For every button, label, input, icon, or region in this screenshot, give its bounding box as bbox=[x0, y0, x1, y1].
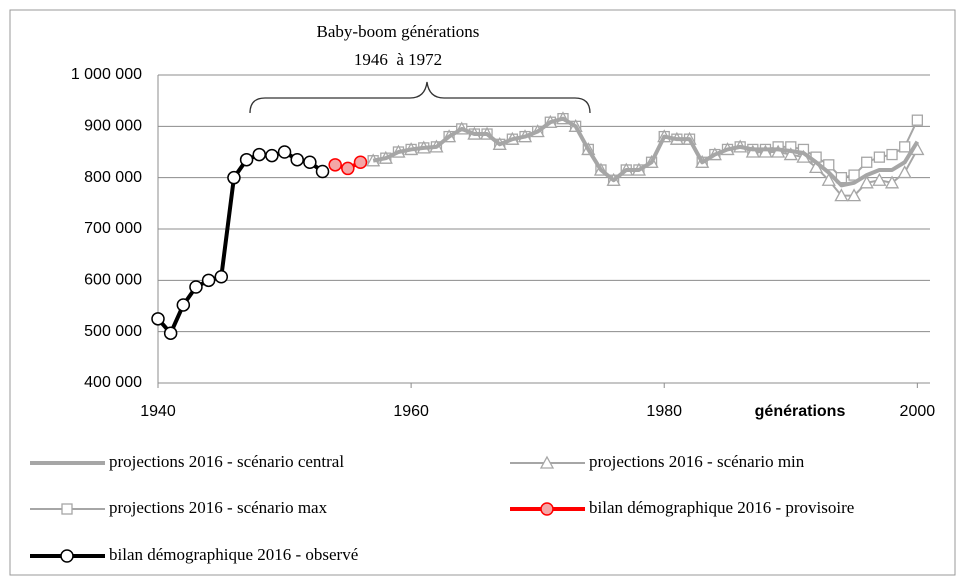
y-tick-label: 900 000 bbox=[84, 118, 142, 135]
data-point bbox=[214, 269, 229, 284]
legend-label: bilan démographique 2016 - provisoire bbox=[589, 498, 854, 517]
data-point bbox=[303, 155, 317, 170]
data-point bbox=[239, 152, 254, 167]
data-point bbox=[315, 164, 330, 179]
data-point bbox=[341, 161, 355, 176]
data-point bbox=[328, 158, 342, 172]
data-point bbox=[189, 280, 203, 294]
legend-label: projections 2016 - scénario max bbox=[109, 498, 328, 517]
brace bbox=[249, 81, 591, 114]
data-point bbox=[884, 175, 900, 189]
data-point bbox=[227, 170, 241, 185]
y-tick-label: 800 000 bbox=[84, 169, 142, 186]
y-tick-label: 400 000 bbox=[84, 374, 142, 391]
data-point bbox=[886, 148, 898, 161]
data-point bbox=[859, 175, 874, 189]
data-point bbox=[861, 156, 873, 168]
annotation-subtitle: 1946 à 1972 bbox=[354, 50, 442, 69]
y-tick-label: 700 000 bbox=[84, 220, 142, 237]
x-tick-label: 2000 bbox=[900, 403, 936, 420]
data-point bbox=[252, 147, 266, 162]
data-point bbox=[783, 147, 798, 161]
legend-marker bbox=[60, 549, 74, 563]
x-tick-label: 1980 bbox=[646, 403, 682, 420]
data-point bbox=[758, 144, 773, 158]
data-point bbox=[353, 155, 368, 170]
data-point bbox=[873, 151, 886, 163]
legend-marker bbox=[540, 502, 554, 516]
data-point bbox=[201, 273, 216, 288]
data-point bbox=[151, 312, 165, 326]
data-point bbox=[821, 172, 836, 186]
y-tick-label: 500 000 bbox=[84, 323, 142, 340]
y-tick-label: 600 000 bbox=[84, 272, 142, 289]
annotation-title: Baby-boom générations bbox=[317, 22, 480, 41]
data-point bbox=[846, 188, 862, 202]
data-point bbox=[290, 152, 304, 167]
data-point bbox=[745, 144, 760, 158]
y-tick-label: 1 000 000 bbox=[71, 66, 142, 83]
legend-label: projections 2016 - scénario min bbox=[589, 452, 805, 471]
legend-marker bbox=[61, 503, 73, 515]
data-point bbox=[899, 141, 911, 153]
data-point bbox=[848, 169, 860, 181]
data-point bbox=[872, 172, 887, 186]
x-tick-label: 1960 bbox=[393, 403, 429, 420]
data-point bbox=[897, 165, 912, 179]
data-point bbox=[163, 326, 178, 340]
data-point bbox=[277, 145, 292, 159]
data-point bbox=[911, 114, 923, 126]
series-line bbox=[372, 116, 920, 188]
data-point bbox=[823, 159, 835, 171]
data-point bbox=[265, 148, 279, 163]
legend-marker bbox=[539, 455, 555, 469]
data-point bbox=[834, 188, 849, 202]
legend-label: projections 2016 - scénario central bbox=[109, 452, 344, 471]
data-point bbox=[176, 298, 191, 312]
legend-label: bilan démographique 2016 - observé bbox=[109, 545, 358, 564]
x-tick-label: 1940 bbox=[140, 403, 176, 420]
x-axis-title: générations bbox=[755, 403, 846, 420]
chart-border bbox=[9, 9, 956, 576]
